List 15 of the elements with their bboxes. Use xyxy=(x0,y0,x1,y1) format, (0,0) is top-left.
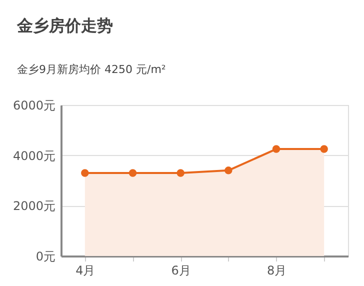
point xyxy=(176,169,184,177)
point xyxy=(272,145,280,153)
y-tick-label: 0元 xyxy=(36,250,56,264)
point xyxy=(320,145,328,153)
chart-subtitle: 金乡9月新房均价 4250 元/m² xyxy=(17,63,166,76)
point xyxy=(81,169,89,177)
point xyxy=(128,169,137,177)
chart-title: 金乡房价走势 xyxy=(16,16,113,35)
y-tick-label: 2000元 xyxy=(12,199,56,214)
point xyxy=(224,166,232,174)
x-tick-label: 4月 xyxy=(76,264,96,278)
y-tick-label: 6000元 xyxy=(12,98,56,112)
x-tick-label: 8月 xyxy=(266,264,287,278)
y-tick-label: 4000元 xyxy=(12,148,56,163)
x-tick-label: 6月 xyxy=(171,264,191,278)
